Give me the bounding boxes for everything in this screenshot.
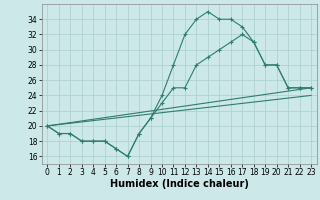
X-axis label: Humidex (Indice chaleur): Humidex (Indice chaleur) [110, 179, 249, 189]
